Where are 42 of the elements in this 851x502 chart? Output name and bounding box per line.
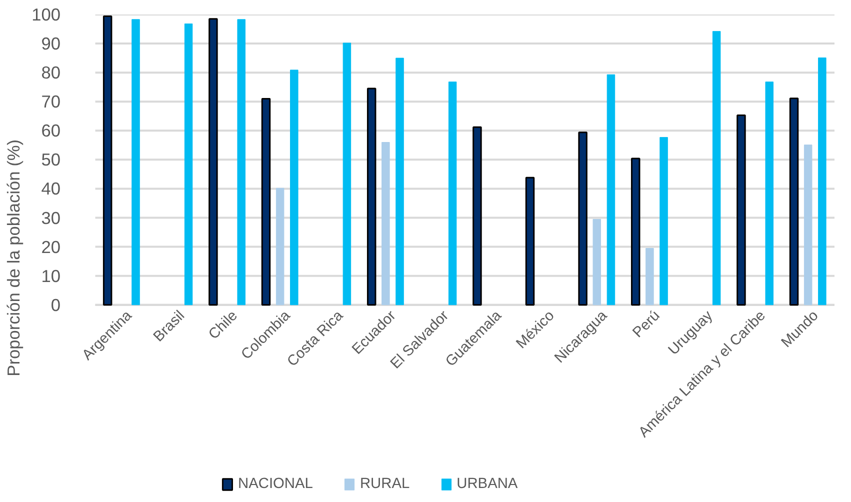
bar	[261, 98, 271, 306]
y-tick-label: 100	[32, 4, 61, 24]
legend-label: NACIONAL	[238, 476, 313, 492]
bar	[592, 218, 602, 306]
bar	[646, 248, 654, 306]
bar	[525, 176, 535, 306]
y-tick-label: 0	[50, 294, 61, 315]
bar	[660, 137, 668, 306]
bar	[736, 114, 746, 306]
bar	[208, 18, 218, 306]
y-tick-label: 50	[41, 150, 61, 170]
y-tick-label: 20	[41, 236, 61, 257]
bar	[818, 58, 826, 306]
legend-label: RURAL	[360, 476, 410, 492]
bar	[102, 15, 112, 306]
y-tick-label: 40	[41, 178, 61, 199]
bar	[765, 82, 774, 306]
bar	[396, 58, 404, 306]
bar	[276, 188, 284, 306]
bar	[789, 98, 799, 306]
bar	[804, 144, 812, 306]
y-axis-title: Proporción de la población (%)	[4, 139, 24, 376]
legend-label: URBANA	[456, 476, 518, 492]
y-tick-label: 70	[41, 92, 61, 112]
bar	[712, 31, 721, 306]
bar	[578, 132, 588, 306]
bar	[630, 158, 640, 306]
bar	[132, 19, 140, 306]
y-tick-label: 90	[41, 34, 61, 54]
bar	[290, 70, 298, 306]
bar	[342, 42, 352, 306]
bar	[606, 74, 616, 306]
y-tick-label: 30	[41, 208, 61, 228]
y-tick-label: 80	[41, 62, 61, 83]
bar	[448, 82, 457, 306]
bar	[237, 19, 246, 306]
bar	[382, 142, 390, 306]
bar	[472, 126, 482, 306]
bar	[366, 88, 376, 306]
y-tick-label: 60	[41, 120, 61, 141]
y-tick-label: 10	[41, 266, 61, 286]
bar	[184, 24, 193, 306]
